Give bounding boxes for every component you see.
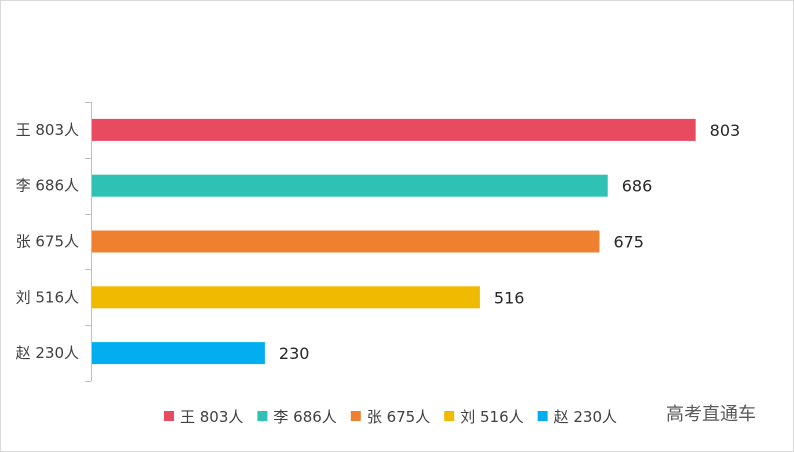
bar-value-label: 803 <box>710 121 741 140</box>
legend: 王 803人 李 686人 张 675人 刘 516人 赵 230人 <box>164 408 617 426</box>
legend-entry: 刘 516人 <box>460 408 523 426</box>
category-label: 李 686人 <box>16 177 79 195</box>
bars <box>92 118 696 365</box>
legend-swatch <box>257 411 268 421</box>
legend-entry: 李 686人 <box>273 408 336 426</box>
watermark-text: 高考直通车 <box>666 404 756 425</box>
bar-value-label: 675 <box>613 233 644 252</box>
legend-entry: 张 675人 <box>367 408 430 426</box>
legend-swatch <box>537 411 548 421</box>
bar-value-label: 686 <box>622 177 653 196</box>
category-axis-ticks <box>85 102 91 382</box>
bar <box>92 118 696 141</box>
category-label: 张 675人 <box>16 233 79 251</box>
legend-entry: 赵 230人 <box>554 408 617 426</box>
bar-value-label: 516 <box>494 288 525 307</box>
category-label: 刘 516人 <box>16 288 79 306</box>
legend-swatch <box>350 411 361 421</box>
data-labels: 803 686 675 516 230 <box>279 121 740 363</box>
bar <box>92 230 600 253</box>
legend-swatch <box>444 411 455 421</box>
category-label: 赵 230人 <box>16 344 79 362</box>
bar-value-label: 230 <box>279 344 310 363</box>
bar <box>92 174 608 197</box>
bar <box>92 342 265 365</box>
category-label: 王 803人 <box>16 121 79 139</box>
legend-swatch <box>164 411 174 421</box>
bar <box>92 286 480 309</box>
legend-entry: 王 803人 <box>180 408 243 426</box>
